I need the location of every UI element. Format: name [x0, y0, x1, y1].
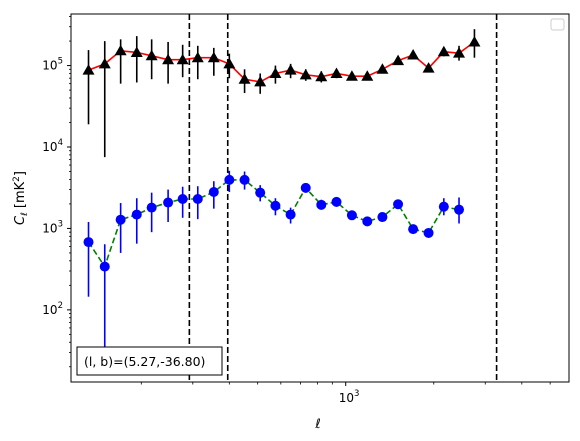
data-point [362, 216, 373, 227]
data-point [98, 57, 111, 69]
legend-box [550, 18, 565, 31]
data-point [346, 210, 357, 221]
data-point [422, 62, 435, 73]
data-point [177, 193, 188, 204]
data-point [191, 51, 204, 63]
data-point [224, 174, 235, 185]
data-point [238, 73, 251, 84]
data-point [146, 202, 157, 213]
data-point [330, 67, 343, 78]
data-point [438, 201, 449, 212]
data-point [345, 70, 358, 81]
data-point [453, 47, 466, 58]
data-point [316, 199, 327, 210]
data-point [130, 46, 143, 57]
plot-frame [70, 13, 570, 383]
data-point [270, 200, 281, 211]
data-point [361, 70, 374, 81]
data-point [208, 187, 219, 198]
data-point [407, 48, 420, 60]
y-axis-label-unit-post: ] [13, 171, 28, 176]
data-point [162, 53, 175, 65]
data-point [285, 209, 296, 220]
data-point [254, 75, 267, 87]
data-point [376, 63, 389, 74]
data-point [269, 67, 282, 78]
data-point [284, 64, 297, 75]
y-tick-label: 102 [42, 301, 63, 317]
data-point [163, 197, 174, 208]
data-point [192, 193, 203, 204]
data-point [83, 237, 94, 248]
data-point [300, 182, 311, 193]
y-axis-label-main: C [13, 215, 28, 225]
data-point [423, 227, 434, 238]
data-point [377, 212, 388, 223]
data-point [468, 35, 481, 47]
x-tick-label: 103 [339, 389, 360, 405]
data-point [331, 196, 342, 207]
data-point [176, 53, 189, 65]
data-point [145, 49, 158, 61]
data-point [392, 54, 405, 66]
y-axis-label-unit-exp: 2 [12, 176, 22, 182]
y-axis-label: Cℓ [mK2] [12, 171, 30, 225]
series-1 [83, 170, 465, 367]
data-point [393, 199, 404, 210]
data-point [115, 214, 126, 225]
data-point [437, 45, 450, 57]
x-axis-label: ℓ [314, 417, 320, 432]
data-point [454, 204, 465, 215]
data-point [299, 68, 312, 80]
y-tick-label: 103 [42, 219, 63, 235]
data-point [408, 224, 419, 235]
data-point [315, 70, 328, 82]
plot-area [71, 14, 569, 382]
data-point [239, 174, 250, 185]
data-point [223, 57, 236, 69]
data-point [99, 261, 110, 272]
annotation-box: (l, b)=(5.27,-36.80) [76, 346, 223, 376]
data-point [82, 64, 95, 75]
data-point [207, 51, 220, 63]
y-axis-label-sub: ℓ [20, 212, 30, 217]
y-tick-label: 104 [42, 138, 63, 154]
series-0 [82, 29, 481, 158]
data-point [255, 187, 266, 198]
vertical-lines [188, 14, 498, 382]
axis-ticks: 102 103 104 105 103 [42, 16, 551, 405]
data-point [131, 209, 142, 220]
data-point [114, 44, 127, 56]
y-axis-label-unit-pre: [mK [13, 181, 28, 208]
annotation-text: (l, b)=(5.27,-36.80) [84, 354, 205, 369]
series-layer [82, 29, 481, 367]
y-tick-label: 105 [42, 57, 63, 73]
